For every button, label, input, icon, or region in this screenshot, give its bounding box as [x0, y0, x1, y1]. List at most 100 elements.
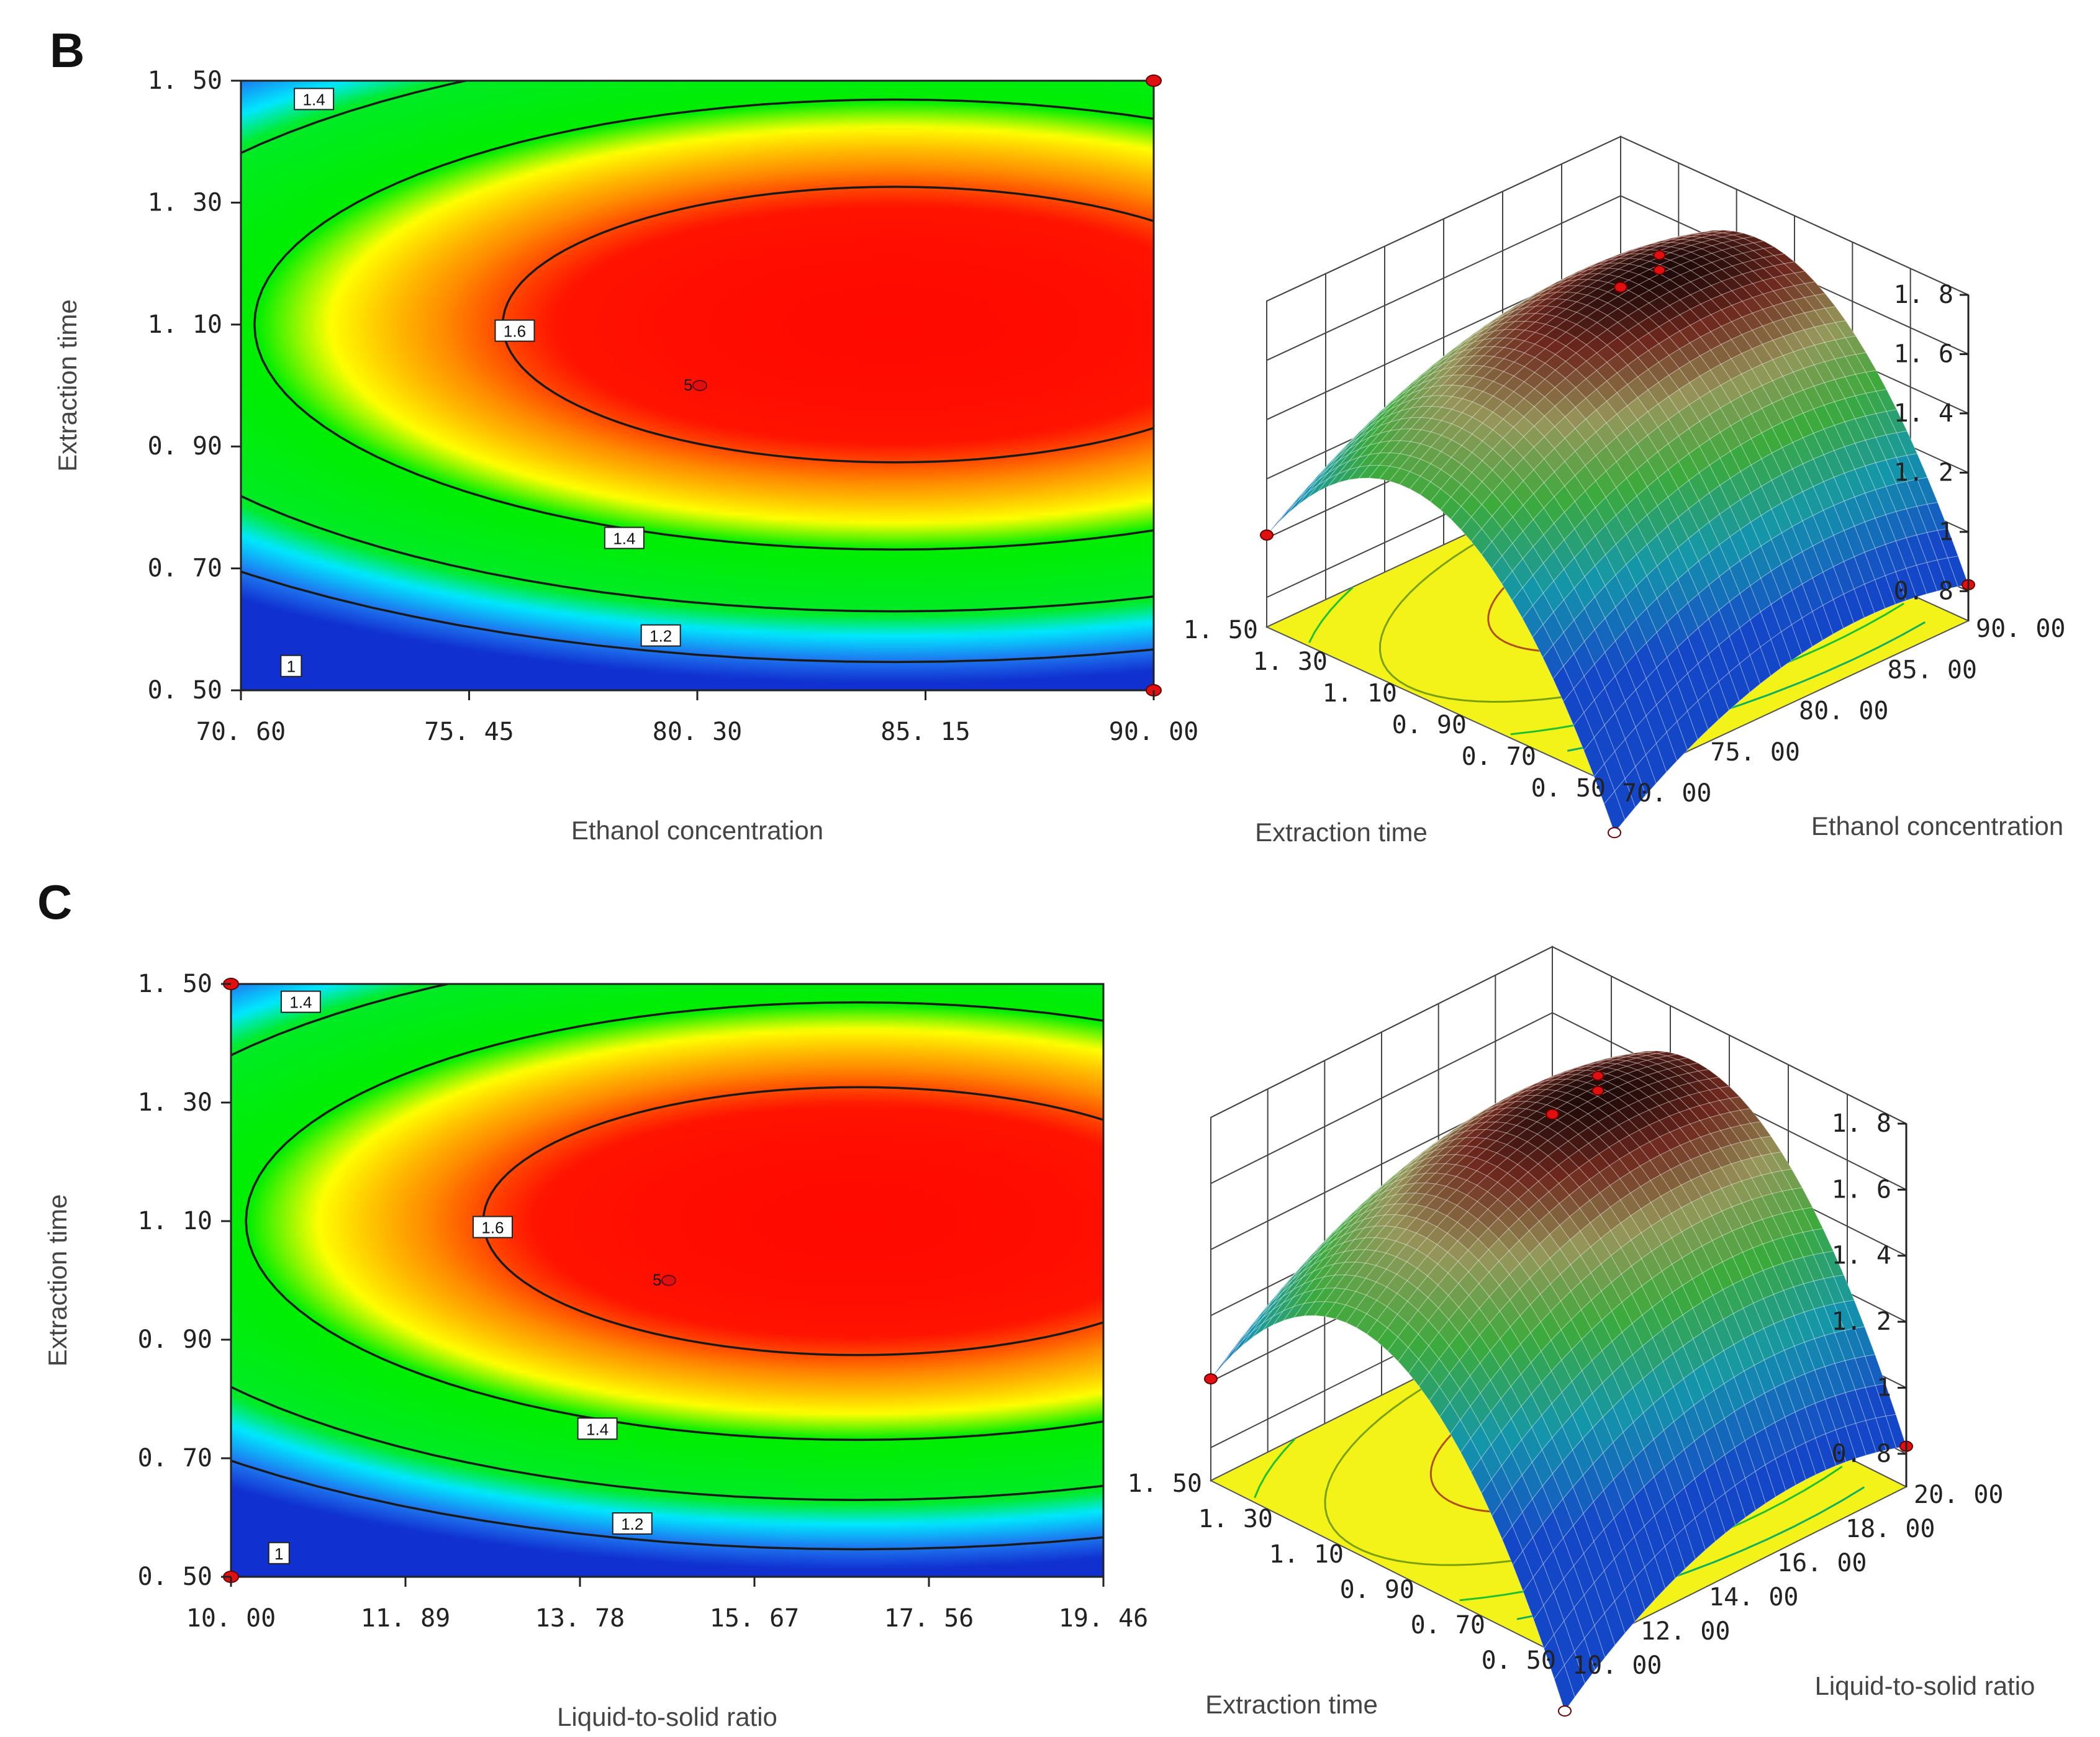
surface-facet	[1654, 1546, 1676, 1589]
surface-facet	[1389, 428, 1411, 441]
contour-line-1.4	[245, 1001, 1103, 1441]
contour-label: 1.4	[303, 90, 325, 109]
surface-facet	[1431, 384, 1454, 397]
surface-facet	[1483, 322, 1505, 335]
surface-facet	[1793, 368, 1814, 390]
surface-design-point	[1614, 281, 1627, 293]
x-axis-title: Ethanol concentration	[571, 816, 823, 845]
surface-facet	[1802, 486, 1824, 517]
surface-facet	[1432, 354, 1454, 370]
surface-facet	[1556, 279, 1578, 288]
surface-facet	[1785, 1447, 1806, 1486]
surface-facet	[1708, 681, 1729, 721]
surface-facet	[1491, 480, 1514, 505]
other-tick-label: 10. 00	[1572, 1651, 1662, 1680]
surface-facet	[1473, 325, 1495, 338]
surface-facet	[1393, 1163, 1414, 1179]
z-tick-label: 1. 8	[1894, 281, 1953, 309]
surface-facet	[1401, 378, 1423, 395]
surface-facet	[1534, 1075, 1555, 1085]
surface-facet	[1885, 571, 1907, 605]
surface-facet	[1570, 1281, 1592, 1311]
surface-facet	[1301, 1243, 1323, 1266]
surface-facet	[1660, 1213, 1682, 1238]
surface-facet	[1627, 296, 1650, 310]
other-tick-label: 90. 00	[1976, 615, 2066, 643]
surface-facet	[1659, 291, 1681, 306]
surface-facet	[1691, 1245, 1713, 1274]
other-tick-label: 75. 00	[1711, 738, 1801, 767]
surface-facet	[1342, 1207, 1364, 1226]
surface-facet	[1644, 1556, 1666, 1600]
surface-facet	[1455, 1166, 1478, 1181]
surface-facet	[1832, 593, 1855, 629]
surface-facet	[1594, 618, 1616, 653]
surface-facet	[1721, 240, 1744, 248]
surface-facet	[1740, 492, 1762, 523]
surface-facet	[1690, 266, 1713, 278]
surface-facet	[1454, 1145, 1477, 1156]
z-tick-label: 0. 8	[1832, 1440, 1891, 1468]
surface-facet	[1419, 463, 1442, 482]
surface-facet	[1441, 374, 1464, 386]
surface-facet	[1478, 1249, 1500, 1273]
time-tick-label: 0. 90	[1392, 711, 1467, 739]
surface-facet	[1770, 564, 1793, 598]
surface-facet	[1762, 305, 1784, 323]
surface-facet	[1742, 236, 1765, 243]
surface-facet	[1699, 390, 1721, 415]
surface-facet	[1822, 599, 1844, 635]
surface-facet	[1668, 1112, 1691, 1129]
surface-facet	[1374, 1225, 1396, 1239]
surface-facet	[1624, 1577, 1645, 1622]
surface-facet	[1272, 1297, 1294, 1317]
surface-facet	[1473, 330, 1495, 343]
x-tick-label: 90. 00	[1109, 718, 1199, 746]
x-tick-label: 85. 15	[880, 718, 971, 746]
surface-facet	[1343, 1237, 1366, 1252]
surface-facet	[1491, 555, 1513, 585]
surface-facet	[1815, 1433, 1837, 1471]
surface-facet	[1334, 1275, 1356, 1290]
surface-facet	[1771, 502, 1793, 534]
surface-facet	[1220, 1338, 1242, 1366]
contour-label: 1.4	[613, 530, 635, 548]
surface-facet	[1420, 395, 1443, 407]
surface-facet	[1814, 1399, 1836, 1435]
contour-plot-b: 1 1.2 1.4 1.4 1.6 5 70. 60 75. 45 80. 30 85. 15 90…	[53, 66, 1199, 845]
surface-facet	[1630, 1208, 1652, 1234]
surface-facet	[1596, 1091, 1619, 1103]
surface-facet	[1646, 535, 1668, 567]
surface-facet	[1355, 1313, 1378, 1335]
surface-mesh	[1210, 1050, 1907, 1712]
surface-facet	[1698, 552, 1720, 586]
surface-facet	[1508, 1240, 1530, 1265]
surface-facet	[1583, 1501, 1604, 1542]
contour-label-box	[612, 1512, 653, 1535]
surface-facet	[1651, 1271, 1673, 1301]
surface-facet	[1401, 375, 1423, 393]
surface-facet	[1627, 274, 1650, 285]
y-tick-label: 0. 70	[138, 1444, 212, 1473]
wall-grid-line	[1552, 946, 1907, 1124]
surface-facet	[1802, 1230, 1824, 1255]
y-tick-label: 0. 50	[138, 1563, 212, 1591]
surface-facet	[1765, 1458, 1786, 1497]
surface-facet	[1614, 1589, 1636, 1634]
surface-facet	[1511, 587, 1534, 619]
surface-facet	[1370, 404, 1392, 423]
contour-label: 1.4	[586, 1420, 609, 1438]
surface-facet	[1734, 1478, 1756, 1518]
surface-facet	[1221, 1341, 1242, 1367]
surface-design-point	[1260, 529, 1274, 541]
surface-facet	[1464, 1122, 1486, 1132]
surface-facet	[1718, 601, 1740, 637]
surface-facet	[1318, 473, 1339, 492]
surface-facet	[1368, 464, 1390, 480]
contour-label-box	[577, 1417, 618, 1440]
surface-facet	[1629, 1165, 1651, 1188]
surface-facet	[1792, 412, 1814, 438]
surface-facet	[1504, 1088, 1525, 1099]
x-tick-label: 15. 67	[710, 1604, 800, 1633]
y-tick-label: 1. 30	[148, 188, 222, 217]
